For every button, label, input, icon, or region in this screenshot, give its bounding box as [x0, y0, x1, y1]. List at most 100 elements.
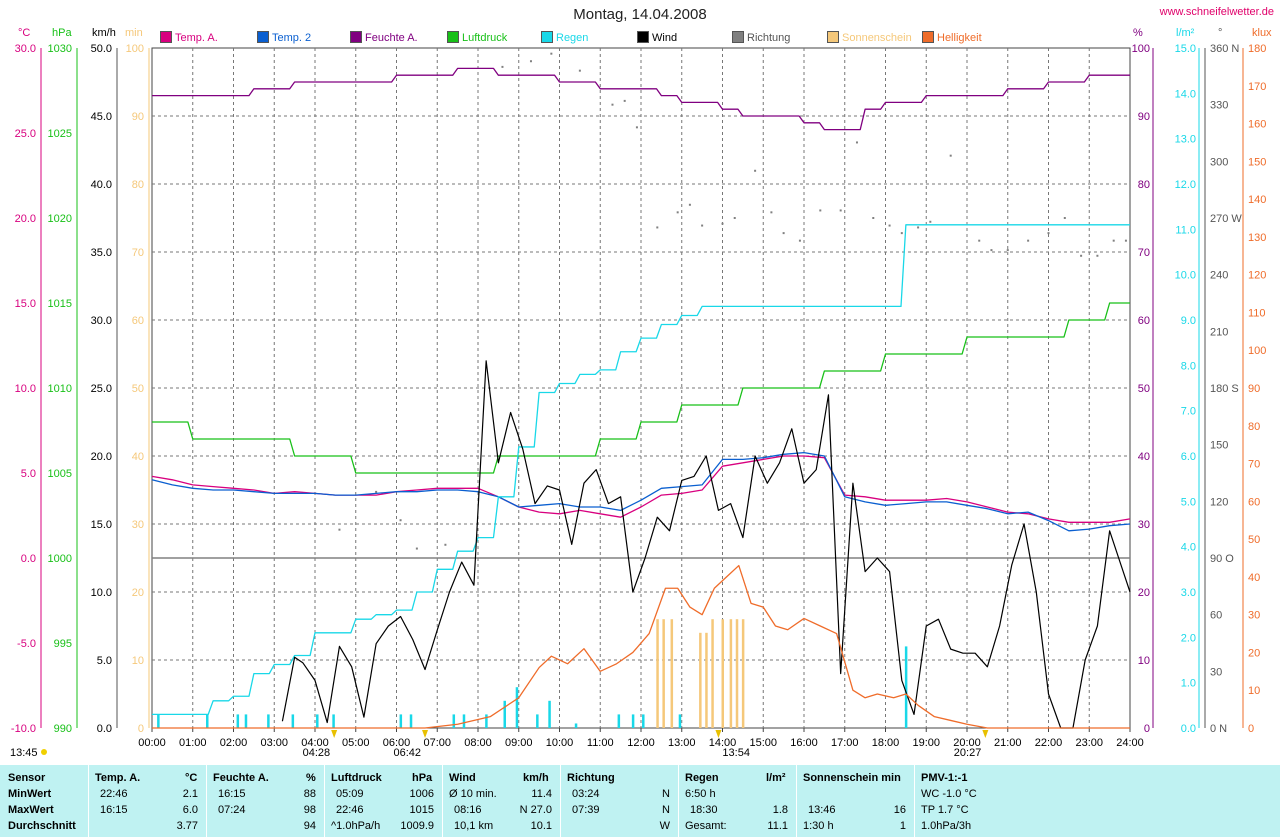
stats-unit-wind: km/h: [523, 772, 549, 784]
direction-point: [578, 69, 581, 72]
direction-point: [611, 103, 614, 106]
legend-item-feuchte: Feuchte A.: [350, 31, 418, 44]
rain-bar: [631, 714, 635, 728]
axis-tick-label-wind: 35.0: [91, 247, 112, 259]
stats-wind-max-time: 08:16: [454, 804, 482, 816]
axis-tick-label-sun: 40: [132, 451, 144, 463]
axis-tick-label-wind: 25.0: [91, 383, 112, 395]
axis-tick-label-wind: 15.0: [91, 519, 112, 531]
axis-tick-label-direction: 300: [1210, 156, 1228, 168]
direction-point: [501, 65, 504, 68]
x-tick-label: 22:00: [1035, 737, 1063, 749]
x-tick-label: 13:00: [668, 737, 696, 749]
axis-unit-sun: min: [125, 27, 143, 39]
rain-bar: [642, 714, 645, 728]
x-tick-label: 20:00: [953, 737, 981, 749]
axis-tick-label-lux: 120: [1248, 270, 1266, 282]
legend-swatch: [541, 31, 553, 43]
divider: [678, 765, 679, 837]
axis-tick-label-direction: 90 O: [1210, 553, 1234, 565]
stats-sonne-max-time: 13:46: [808, 804, 836, 816]
weather-chart: 00:00 01:00 02:00 03:00 04:00 05:00 06:00 07:00…: [10, 27, 1272, 759]
stats-temp-min-time: 22:46: [100, 788, 128, 800]
axis-tick-label-lux: 40: [1248, 572, 1260, 584]
x-tick-label: 08:00: [464, 737, 492, 749]
axis-tick-label-direction: 360 N: [1210, 43, 1239, 55]
rain-bar: [462, 714, 466, 728]
divider: [914, 765, 915, 837]
sunshine-bar: [699, 632, 702, 728]
stats-richtung-min: N: [662, 788, 670, 800]
direction-point: [990, 249, 993, 252]
legend-item-wind: Wind: [637, 31, 677, 44]
rain-bar: [503, 700, 506, 728]
axis-tick-label-lux: 140: [1248, 194, 1266, 206]
sunshine-bar: [705, 632, 708, 728]
axis-tick-label-sun: 60: [132, 315, 144, 327]
rain-bar: [574, 723, 578, 728]
axis-tick-label-pressure: 1000: [48, 553, 72, 565]
stats-temp-avg: 3.77: [176, 820, 198, 832]
stats-feuchte-max: 98: [303, 804, 316, 816]
axis-tick-label-sun: 0: [138, 723, 144, 735]
x-tick-label: 23:00: [1075, 737, 1103, 749]
axis-tick-label-pressure: 990: [54, 723, 72, 735]
direction-point: [855, 141, 858, 144]
stats-regen-duration: 6:50 h: [685, 788, 716, 800]
axis-tick-label-rain: 15.0: [1175, 43, 1196, 55]
axis-tick-label-humidity: 10: [1138, 655, 1150, 667]
direction-point: [676, 211, 679, 214]
axis-tick-label-pressure: 1025: [48, 128, 72, 140]
axis-tick-label-temp: 30.0: [15, 43, 36, 55]
axis-tick-label-rain: 6.0: [1181, 451, 1196, 463]
sun-icon: [41, 749, 47, 755]
direction-point: [701, 224, 704, 227]
sunshine-bar: [670, 619, 674, 728]
stats-header-feuchte: Feuchte A.: [213, 772, 269, 784]
axis-tick-label-lux: 80: [1248, 421, 1260, 433]
x-tick-label: 09:00: [505, 737, 533, 749]
sun-marker-label-noon: 13:54: [722, 747, 750, 759]
direction-point: [949, 154, 952, 157]
direction-point: [338, 528, 341, 531]
stats-header-sensor: Sensor: [8, 772, 46, 784]
axis-tick-label-wind: 40.0: [91, 179, 112, 191]
axis-tick-label-rain: 7.0: [1181, 406, 1196, 418]
direction-point: [900, 232, 903, 235]
legend-label: Feuchte A.: [365, 32, 418, 44]
series-line-temp-2: [151, 451, 1131, 532]
stats-regen-max-time: 18:30: [690, 804, 718, 816]
axis-tick-label-sun: 30: [132, 519, 144, 531]
legend-item-helligkeit: Helligkeit: [922, 31, 982, 44]
axis-tick-label-lux: 20: [1248, 647, 1260, 659]
axis-tick-label-rain: 5.0: [1181, 496, 1196, 508]
direction-point: [444, 543, 447, 546]
legend-item-richtung: Richtung: [732, 31, 790, 44]
direction-point: [754, 169, 757, 172]
direction-point: [1027, 239, 1030, 242]
axis-tick-label-direction: 180 S: [1210, 383, 1239, 395]
sun-marker-triangle: [982, 730, 989, 738]
axis-tick-label-lux: 60: [1248, 496, 1260, 508]
x-tick-label: 07:00: [423, 737, 451, 749]
axis-tick-label-temp: 25.0: [15, 128, 36, 140]
stats-feuchte-min-time: 16:15: [218, 788, 246, 800]
x-tick-label: 05:00: [342, 737, 370, 749]
axis-tick-label-lux: 180: [1248, 43, 1266, 55]
divider: [442, 765, 443, 837]
direction-point: [872, 217, 875, 219]
legend-label: Temp. A.: [175, 32, 218, 44]
axis-tick-label-rain: 10.0: [1175, 270, 1196, 282]
statistics-table: Sensor MinWert MaxWert Durchschnitt Temp…: [0, 765, 1280, 837]
divider: [206, 765, 207, 837]
divider: [796, 765, 797, 837]
x-tick-label: 01:00: [179, 737, 207, 749]
axis-tick-label-rain: 8.0: [1181, 360, 1196, 372]
axis-tick-label-pressure: 1020: [48, 213, 72, 225]
rain-bar: [452, 714, 456, 728]
axis-tick-label-humidity: 30: [1138, 519, 1150, 531]
direction-point: [798, 239, 801, 242]
axis-tick-label-temp: 15.0: [15, 298, 36, 310]
axis-tick-label-humidity: 100: [1132, 43, 1150, 55]
site-link[interactable]: www.schneifelwetter.de: [1159, 6, 1274, 18]
